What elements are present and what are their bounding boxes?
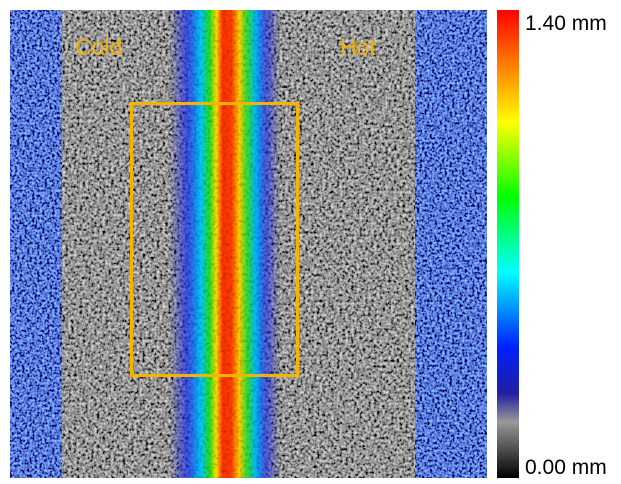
colorbar (497, 10, 519, 478)
colorbar-min: 0.00 mm (525, 456, 607, 479)
stripe-grain (170, 10, 280, 478)
label-hot: Hot (340, 34, 376, 60)
edge-right (415, 10, 487, 478)
region-box (130, 102, 299, 377)
edge-left (10, 10, 62, 478)
label-cold: Cold (75, 34, 122, 60)
image (10, 10, 487, 478)
colorbar-max: 1.40 mm (525, 12, 607, 35)
